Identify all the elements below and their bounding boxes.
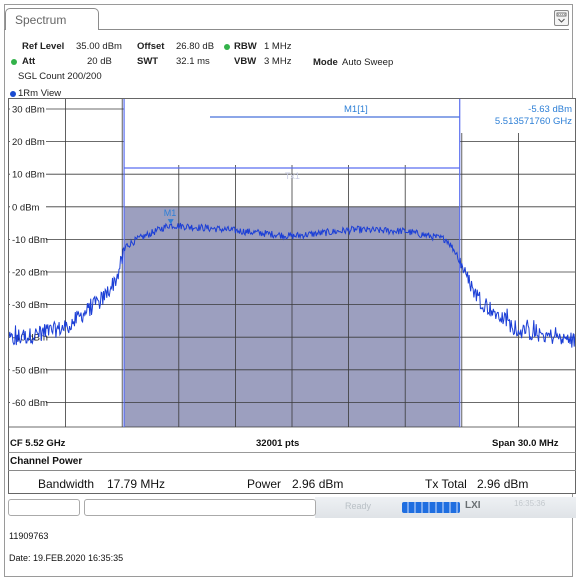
status-info-field[interactable] (84, 499, 316, 516)
mode-label: Mode (313, 57, 338, 68)
marker-box-bg (124, 99, 460, 165)
tab-spectrum[interactable]: Spectrum (5, 8, 99, 30)
y-tick-bg (10, 362, 46, 376)
y-tick-label: -60 dBm (12, 398, 48, 409)
swt-value[interactable]: 32.1 ms (176, 56, 210, 67)
bandwidth-value: 17.79 MHz (107, 477, 166, 491)
spectrum-chart: 30 dBm 20 dBm 10 dBm 0 dBm -10 dBm -20 dBm -30… (9, 99, 575, 428)
serial-number: 11909763 (9, 531, 49, 541)
rbw-value[interactable]: 1 MHz (264, 41, 292, 52)
sweep-points: 32001 pts (256, 438, 300, 449)
bandwidth-label: Bandwidth (38, 477, 95, 491)
offset-value[interactable]: 26.80 dB (176, 41, 215, 52)
tx-total-value: 2.96 dBm (477, 477, 529, 491)
tx-channel-label: Tx1 (285, 171, 300, 181)
tab-divider-left (4, 29, 6, 30)
y-tick-bg (10, 199, 46, 213)
ref-level-value[interactable]: 35.00 dBm (76, 41, 122, 52)
offset-label: Offset (137, 41, 165, 52)
trace-indicator (10, 91, 16, 97)
y-tick-label: -10 dBm (12, 235, 48, 246)
y-tick-bg (10, 167, 46, 181)
marker-readout-bg (459, 99, 575, 133)
channel-power-panel (8, 452, 576, 494)
sgl-count: SGL Count 200/200 (18, 71, 102, 82)
center-frequency[interactable]: CF 5.52 GHz (10, 438, 66, 449)
y-tick-bg (10, 297, 46, 311)
marker-level: -5.63 dBm (528, 104, 572, 115)
y-tick-label: 30 dBm (12, 105, 45, 116)
marker-name: M1[1] (344, 104, 368, 115)
att-value[interactable]: 20 dB (87, 56, 112, 67)
y-tick-label: -30 dBm (12, 300, 48, 311)
mode-value[interactable]: Auto Sweep (342, 57, 394, 68)
marker-frequency: 5.513571760 GHz (495, 116, 572, 127)
trace-view-label: 1Rm View (18, 88, 62, 99)
channel-power-divider (8, 470, 576, 471)
y-tick-bg (10, 102, 46, 115)
y-tick-bg (10, 395, 46, 409)
att-coupled-indicator (11, 59, 17, 65)
tab-label: Spectrum (15, 13, 67, 27)
tx-total-label: Tx Total (425, 477, 467, 491)
marker-m1-icon[interactable] (167, 219, 174, 225)
marker-m1-label: M1 (164, 208, 177, 218)
power-value: 2.96 dBm (292, 477, 344, 491)
capture-date: Date: 19.FEB.2020 16:35:35 (9, 553, 124, 563)
swt-label: SWT (137, 56, 159, 67)
y-tick-label: 10 dBm (12, 170, 45, 181)
att-label: Att (22, 56, 36, 67)
rbw-coupled-indicator (224, 44, 230, 50)
y-tick-label: 20 dBm (12, 137, 45, 148)
frequency-span[interactable]: Span 30.0 MHz (492, 438, 559, 449)
power-label: Power (247, 477, 282, 491)
vbw-label: VBW (234, 56, 257, 67)
y-tick-bg (10, 134, 46, 148)
status-ready: Ready (345, 501, 372, 511)
y-tick-bg (10, 265, 46, 278)
y-tick-label: -40 dBm (12, 333, 48, 344)
ref-level-label: Ref Level (22, 41, 65, 52)
status-time: 16:35:36 (514, 499, 546, 508)
spectrum-trace (9, 222, 575, 348)
y-tick-label: -20 dBm (12, 268, 48, 279)
vbw-value[interactable]: 3 MHz (264, 56, 292, 67)
channel-power-title: Channel Power (10, 456, 83, 467)
status-message-field[interactable] (8, 499, 80, 516)
rbw-label: RBW (234, 41, 257, 52)
y-tick-bg (10, 232, 46, 246)
collapse-icon[interactable] (554, 10, 569, 26)
y-tick-label: -50 dBm (12, 365, 48, 376)
y-tick-label: 0 dBm (12, 202, 40, 213)
sweep-progress-bar (402, 502, 460, 513)
spectrum-plot[interactable]: 30 dBm 20 dBm 10 dBm 0 dBm -10 dBm -20 dBm -30… (8, 98, 576, 455)
tab-divider (98, 29, 569, 30)
lxi-icon: LXI (465, 500, 481, 511)
